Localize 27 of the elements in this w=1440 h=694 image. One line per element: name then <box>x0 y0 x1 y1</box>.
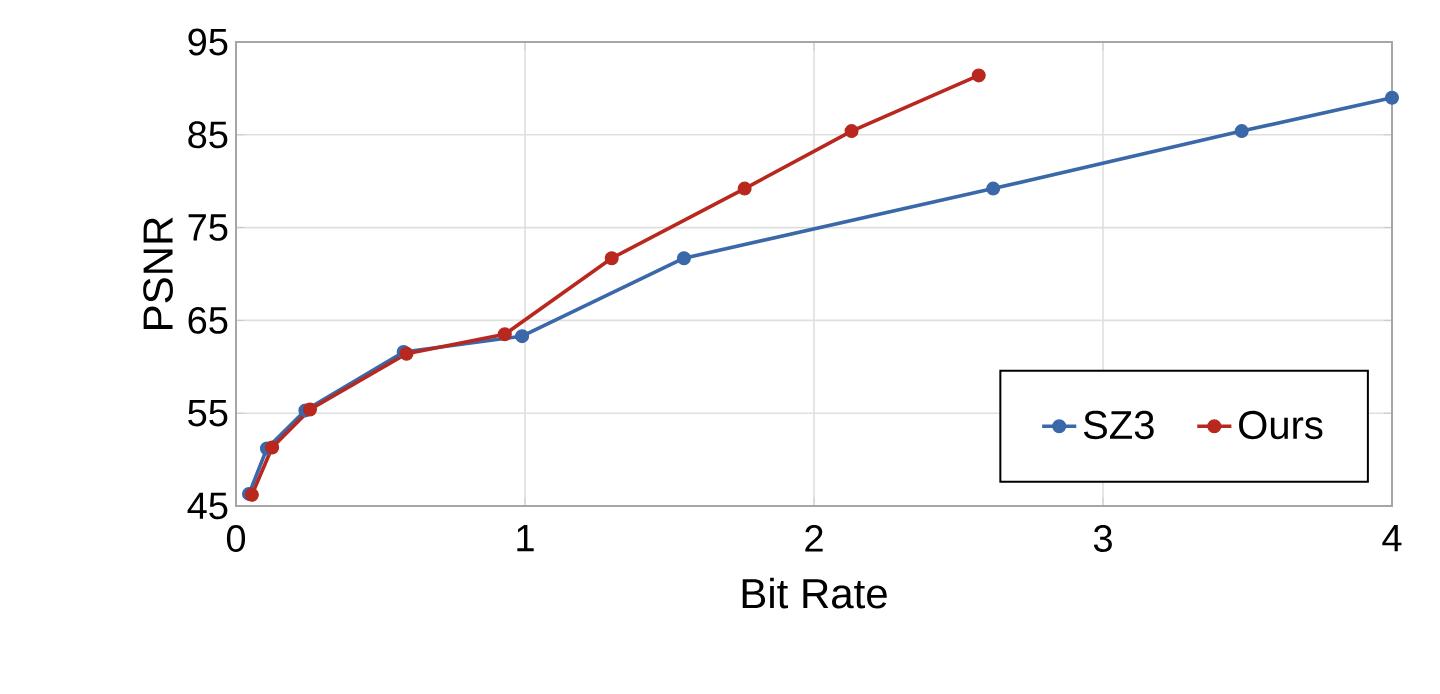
y-tick-label: 95 <box>188 28 228 56</box>
x-tick-label: 2 <box>805 525 823 552</box>
point <box>676 251 691 266</box>
point <box>986 181 1001 196</box>
point <box>1385 90 1399 105</box>
point <box>737 181 752 196</box>
point <box>515 329 530 344</box>
y-tick-label: 75 <box>188 214 228 241</box>
y-axis-title: PSNR <box>143 217 173 329</box>
point <box>302 402 317 417</box>
y-tick-label: 65 <box>188 306 228 334</box>
x-tick-label: 3 <box>1093 525 1112 552</box>
x-axis-title: Bit Rate <box>742 577 887 609</box>
point <box>1234 124 1249 139</box>
x-tick-label: 0 <box>226 525 246 552</box>
point <box>497 327 512 342</box>
point <box>265 440 280 455</box>
y-tick-label: 45 <box>187 492 228 520</box>
x-tick-label: 1 <box>517 525 534 552</box>
point <box>604 251 619 266</box>
point <box>844 124 859 139</box>
legend-label: SZ3 <box>1083 410 1154 440</box>
y-tick-label: 55 <box>188 399 228 427</box>
y-tick-label: 85 <box>188 121 228 149</box>
x-tick-label: 4 <box>1382 525 1402 552</box>
point <box>971 68 986 83</box>
legend-label: Ours <box>1239 410 1323 440</box>
